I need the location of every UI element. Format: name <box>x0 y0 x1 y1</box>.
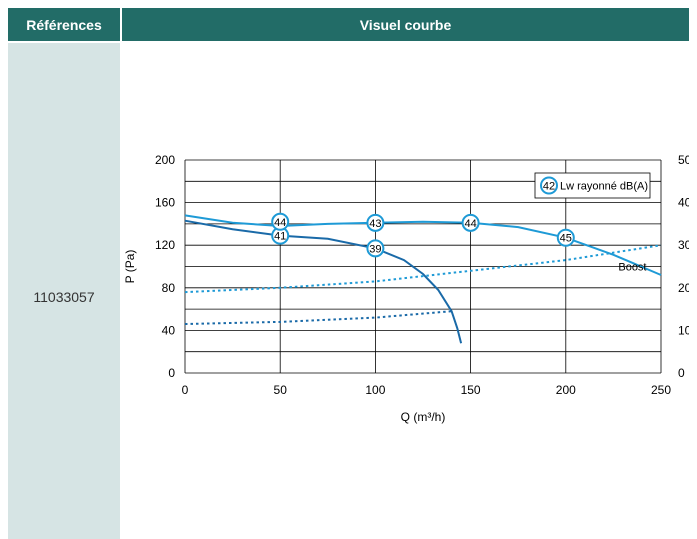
x-tick-label: 200 <box>556 383 576 397</box>
series-line-1 <box>184 219 463 344</box>
header-references: Références <box>8 8 120 41</box>
y2-tick-label: 10 <box>678 323 689 337</box>
series-line-3 <box>184 244 662 294</box>
y-tick-label: 80 <box>162 281 176 295</box>
annotation-badge <box>366 239 385 258</box>
annotation-badge <box>556 228 575 247</box>
y-tick-label: 40 <box>162 323 176 337</box>
series-line-2 <box>184 214 662 276</box>
series-line-4 <box>184 310 452 325</box>
x-tick-label: 250 <box>651 383 671 397</box>
y2-tick-label: 50 <box>678 153 689 167</box>
annotation-badge <box>366 213 385 232</box>
y-tick-label: 160 <box>155 196 175 210</box>
pressure-flow-chart: 41 39 44 43 44 45 Boost 0 40 80 120 160 200 0 10 20 30 4… <box>123 153 689 424</box>
legend-badge-label: 42 <box>543 181 555 193</box>
y2-tick-label: 40 <box>678 196 689 210</box>
y2-tick-label: 30 <box>678 238 689 252</box>
annotation-label: 44 <box>274 217 286 229</box>
chart-axes: 0 40 80 120 160 200 0 10 20 30 40 50 0 50 100 150 200 250… <box>123 153 689 424</box>
y-tick-label: 200 <box>155 153 175 167</box>
x-tick-label: 50 <box>274 383 288 397</box>
y2-tick-label: 0 <box>678 366 685 380</box>
chart-series <box>184 214 662 344</box>
annotation-label: 41 <box>274 231 286 243</box>
annotation-label: 39 <box>369 243 381 255</box>
annotation-badge <box>271 212 290 231</box>
x-tick-label: 0 <box>182 383 189 397</box>
x-tick-label: 150 <box>461 383 481 397</box>
x-axis-label: Q (m³/h) <box>401 410 446 424</box>
annotation-label: 44 <box>464 218 476 230</box>
annotation-badge <box>461 213 480 232</box>
x-tick-label: 100 <box>365 383 385 397</box>
references-column <box>8 43 120 539</box>
chart-legend: 42 Lw rayonné dB(A) <box>534 172 651 199</box>
y-axis-label: P (Pa) <box>123 250 137 284</box>
annotation-label: 45 <box>560 233 572 245</box>
legend-badge <box>540 176 558 195</box>
annotation-label: 43 <box>369 218 381 230</box>
legend-text: Lw rayonné dB(A) <box>560 181 648 193</box>
y-tick-label: 0 <box>168 366 175 380</box>
reference-code: 11033057 <box>33 289 95 305</box>
header-visuel-courbe: Visuel courbe <box>122 8 689 41</box>
series-label-boost: Boost <box>618 262 646 274</box>
y-tick-label: 120 <box>155 238 175 252</box>
chart-annotations: 41 39 44 43 44 45 Boost <box>271 212 647 274</box>
y2-tick-label: 20 <box>678 281 689 295</box>
